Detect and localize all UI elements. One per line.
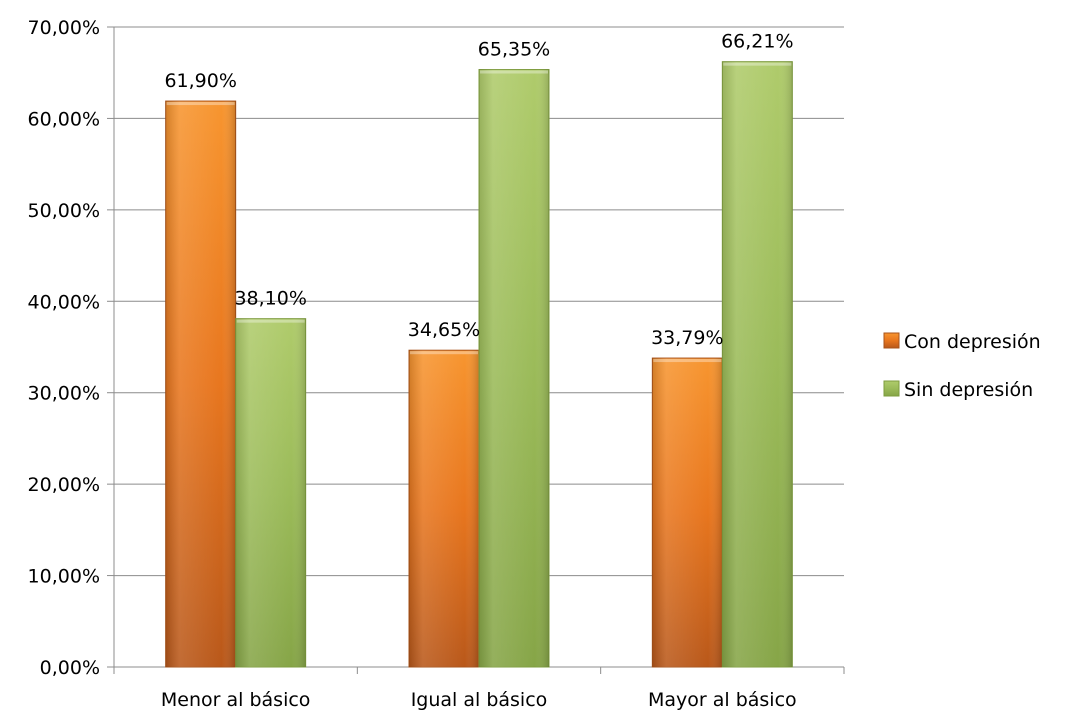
legend: Con depresión Sin depresión bbox=[883, 331, 1041, 401]
legend-swatch bbox=[883, 380, 900, 397]
bar-top-bevel bbox=[480, 70, 548, 74]
bar-shading bbox=[165, 101, 236, 668]
data-label: 65,35% bbox=[478, 39, 550, 61]
data-label: 38,10% bbox=[234, 288, 306, 310]
bar-shading bbox=[652, 358, 723, 667]
axes: 0,00% 10,00% 20,00% 30,00% 40,00% 50,00% 60,00… bbox=[28, 17, 845, 711]
data-label: 33,79% bbox=[651, 327, 723, 349]
y-tick-label: 20,00% bbox=[28, 474, 100, 496]
bar-shading bbox=[409, 350, 479, 667]
y-tick-label: 70,00% bbox=[28, 17, 100, 39]
bar-top-bevel bbox=[723, 62, 792, 66]
x-category-label: Igual al básico bbox=[411, 689, 548, 711]
x-category-label: Menor al básico bbox=[161, 689, 311, 711]
y-tick-label: 10,00% bbox=[28, 566, 100, 588]
y-tick-label: 40,00% bbox=[28, 291, 100, 313]
data-label: 34,65% bbox=[408, 319, 480, 341]
bar-top-bevel bbox=[166, 102, 235, 106]
y-tick-label: 60,00% bbox=[28, 108, 100, 130]
data-label: 66,21% bbox=[721, 31, 793, 53]
bar-shading bbox=[722, 61, 793, 667]
x-category-label: Mayor al básico bbox=[648, 689, 797, 711]
bar-top-bevel bbox=[410, 351, 478, 355]
bar-top-bevel bbox=[653, 359, 722, 363]
legend-label: Con depresión bbox=[904, 331, 1041, 353]
data-labels: 61,90% 38,10% 34,65% 65,35% 33,79% 66,21% bbox=[164, 31, 793, 349]
y-tick-label: 50,00% bbox=[28, 200, 100, 222]
bar-shading bbox=[479, 69, 549, 667]
legend-label: Sin depresión bbox=[904, 379, 1033, 401]
y-tick-label: 30,00% bbox=[28, 383, 100, 405]
y-tick-label: 0,00% bbox=[40, 657, 100, 679]
bars bbox=[165, 61, 793, 668]
bar-shading bbox=[235, 318, 306, 667]
data-label: 61,90% bbox=[164, 70, 236, 92]
bar-top-bevel bbox=[236, 319, 305, 323]
legend-swatch bbox=[883, 332, 900, 349]
